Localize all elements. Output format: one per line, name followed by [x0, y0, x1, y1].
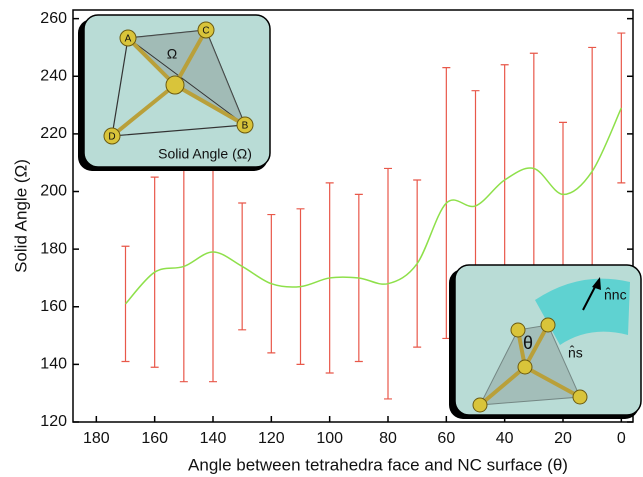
x-tick-label: 0	[617, 430, 626, 447]
inset-caption: Solid Angle (Ω)	[158, 146, 252, 162]
x-tick-label: 60	[437, 430, 455, 447]
vertex-label: B	[242, 121, 249, 132]
vertex-label: A	[125, 34, 132, 45]
x-tick-label: 180	[83, 430, 110, 447]
x-tick-label: 140	[200, 430, 227, 447]
y-tick-label: 140	[40, 356, 67, 373]
y-tick-label: 240	[40, 67, 67, 84]
x-tick-label: 40	[496, 430, 514, 447]
x-tick-label: 20	[554, 430, 572, 447]
page: {"chart_data": {"type": "line", "x_label…	[0, 0, 643, 477]
vertex-label: D	[108, 132, 115, 143]
y-tick-label: 180	[40, 240, 67, 257]
vertex-label: C	[202, 26, 209, 37]
error-bar	[617, 33, 625, 183]
omega-label: Ω	[167, 46, 177, 62]
inset-angle: θ n̂nc n̂s	[449, 265, 641, 419]
chart: 1201401601802002202402601801601401201008…	[0, 0, 643, 477]
x-tick-label: 160	[141, 430, 168, 447]
y-tick-label: 220	[40, 125, 67, 142]
normal-s-label: n̂s	[568, 344, 583, 360]
y-tick-label: 160	[40, 298, 67, 315]
y-tick-label: 200	[40, 183, 67, 200]
x-tick-label: 100	[316, 430, 343, 447]
normal-nc-label: n̂nc	[604, 286, 627, 302]
y-axis-label: Solid Angle (Ω)	[11, 159, 30, 273]
x-axis-label: Angle between tetrahedra face and NC sur…	[188, 455, 568, 474]
theta-label: θ	[523, 333, 533, 353]
y-tick-label: 120	[40, 413, 67, 430]
inset-solid-angle: Ω A B C D Solid Angle (Ω)	[78, 15, 270, 171]
y-tick-label: 260	[40, 10, 67, 27]
x-tick-label: 120	[258, 430, 285, 447]
x-tick-label: 80	[379, 430, 397, 447]
